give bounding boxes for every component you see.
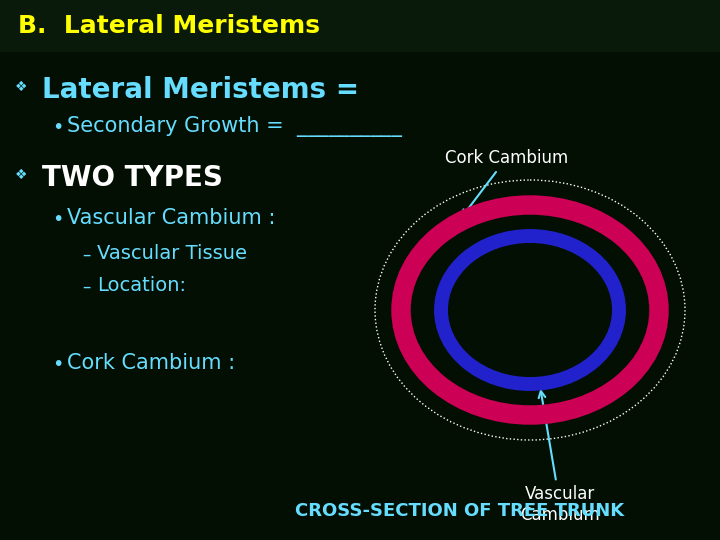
FancyBboxPatch shape: [0, 0, 720, 52]
Text: Vascular
Cambium: Vascular Cambium: [520, 391, 600, 524]
Text: ❖: ❖: [15, 80, 27, 94]
Text: •: •: [52, 118, 63, 137]
Text: •: •: [52, 210, 63, 229]
Text: Lateral Meristems =: Lateral Meristems =: [42, 76, 359, 104]
Text: Vascular Tissue: Vascular Tissue: [97, 244, 247, 263]
Text: Location:: Location:: [97, 276, 186, 295]
Text: Vascular Cambium :: Vascular Cambium :: [67, 208, 275, 228]
Text: •: •: [52, 355, 63, 374]
Text: Secondary Growth =  __________: Secondary Growth = __________: [67, 116, 402, 137]
Text: Cork Cambium: Cork Cambium: [445, 149, 568, 217]
Text: CROSS-SECTION OF TREE TRUNK: CROSS-SECTION OF TREE TRUNK: [295, 502, 624, 520]
Text: TWO TYPES: TWO TYPES: [42, 164, 223, 192]
Text: –: –: [82, 278, 91, 296]
Text: B.  Lateral Meristems: B. Lateral Meristems: [18, 14, 320, 38]
Text: ❖: ❖: [15, 168, 27, 182]
Text: –: –: [82, 246, 91, 264]
Text: Cork Cambium :: Cork Cambium :: [67, 353, 235, 373]
